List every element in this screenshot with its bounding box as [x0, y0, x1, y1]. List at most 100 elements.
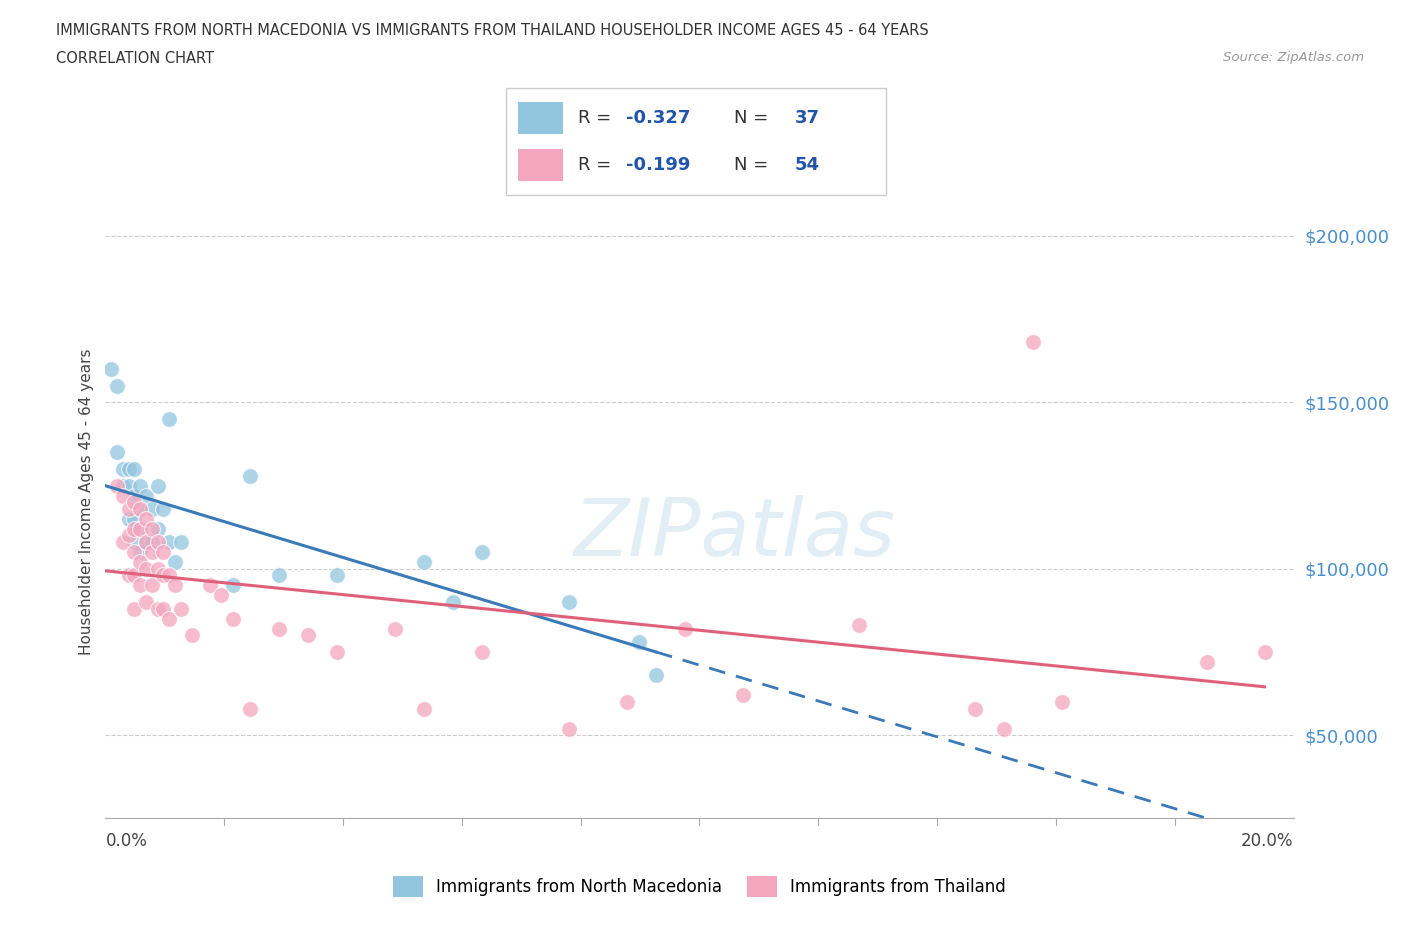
Point [1050, 695, 1073, 710]
Point [222, 578, 245, 592]
Text: 20.0%: 20.0% [1241, 832, 1294, 850]
Point [146, 478, 169, 493]
Point [239, 468, 262, 483]
Point [135, 594, 157, 609]
Point [152, 602, 174, 617]
Point [105, 445, 128, 459]
Point [731, 688, 754, 703]
Point [117, 478, 139, 493]
Point [111, 478, 134, 493]
Text: 0.0%: 0.0% [105, 832, 148, 850]
Point [441, 594, 464, 609]
Point [105, 379, 128, 393]
Text: 37: 37 [794, 110, 820, 127]
Legend: Immigrants from North Macedonia, Immigrants from Thailand: Immigrants from North Macedonia, Immigra… [384, 868, 1015, 905]
Point [157, 611, 180, 626]
Point [129, 501, 152, 516]
Point [326, 644, 349, 659]
Point [1022, 335, 1045, 350]
Point [124, 545, 146, 560]
Point [157, 535, 180, 550]
Text: N =: N = [734, 110, 773, 127]
Point [146, 562, 169, 577]
Text: Source: ZipAtlas.com: Source: ZipAtlas.com [1223, 51, 1364, 64]
Point [141, 501, 163, 516]
Point [269, 568, 291, 583]
Point [163, 578, 186, 592]
Point [124, 512, 146, 526]
Point [146, 522, 169, 537]
Point [163, 554, 186, 569]
Point [146, 602, 169, 617]
Point [129, 501, 152, 516]
Point [129, 554, 152, 569]
Point [181, 628, 204, 643]
Point [124, 495, 146, 510]
Point [326, 568, 349, 583]
Point [117, 501, 139, 516]
Point [558, 594, 581, 609]
Point [157, 568, 180, 583]
Point [105, 478, 128, 493]
FancyBboxPatch shape [517, 102, 562, 134]
Point [124, 461, 146, 476]
Point [209, 588, 232, 603]
Point [673, 621, 696, 636]
Point [239, 701, 262, 716]
Text: -0.327: -0.327 [626, 110, 690, 127]
Point [129, 545, 152, 560]
Point [152, 501, 174, 516]
Point [170, 602, 193, 617]
Point [141, 535, 163, 550]
Point [135, 512, 157, 526]
Point [645, 668, 668, 683]
Text: CORRELATION CHART: CORRELATION CHART [56, 51, 214, 66]
Point [413, 701, 436, 716]
Text: R =: R = [578, 110, 617, 127]
Point [993, 721, 1015, 736]
Point [471, 644, 494, 659]
Point [124, 602, 146, 617]
Point [141, 545, 163, 560]
Point [117, 568, 139, 583]
Point [117, 528, 139, 543]
Point [627, 634, 650, 649]
Point [1195, 655, 1218, 670]
Point [558, 721, 581, 736]
Point [384, 621, 406, 636]
Point [111, 535, 134, 550]
Text: 54: 54 [794, 156, 820, 174]
Point [157, 412, 180, 427]
Point [141, 522, 163, 537]
Point [616, 695, 638, 710]
Point [117, 512, 139, 526]
Point [848, 618, 870, 632]
Point [146, 535, 169, 550]
Point [124, 522, 146, 537]
Point [135, 535, 157, 550]
Point [129, 522, 152, 537]
Point [124, 488, 146, 503]
Point [269, 621, 291, 636]
Point [129, 578, 152, 592]
Y-axis label: Householder Income Ages 45 - 64 years: Householder Income Ages 45 - 64 years [79, 349, 94, 656]
Point [124, 568, 146, 583]
Point [963, 701, 986, 716]
Text: R =: R = [578, 156, 617, 174]
Point [129, 522, 152, 537]
Point [135, 488, 157, 503]
Point [135, 535, 157, 550]
FancyBboxPatch shape [517, 150, 562, 181]
Point [135, 562, 157, 577]
Point [152, 568, 174, 583]
Point [198, 578, 221, 592]
Point [124, 535, 146, 550]
Point [117, 461, 139, 476]
Point [100, 362, 122, 377]
Point [413, 554, 436, 569]
Point [297, 628, 319, 643]
Point [129, 478, 152, 493]
Point [111, 488, 134, 503]
Point [170, 535, 193, 550]
Point [471, 545, 494, 560]
